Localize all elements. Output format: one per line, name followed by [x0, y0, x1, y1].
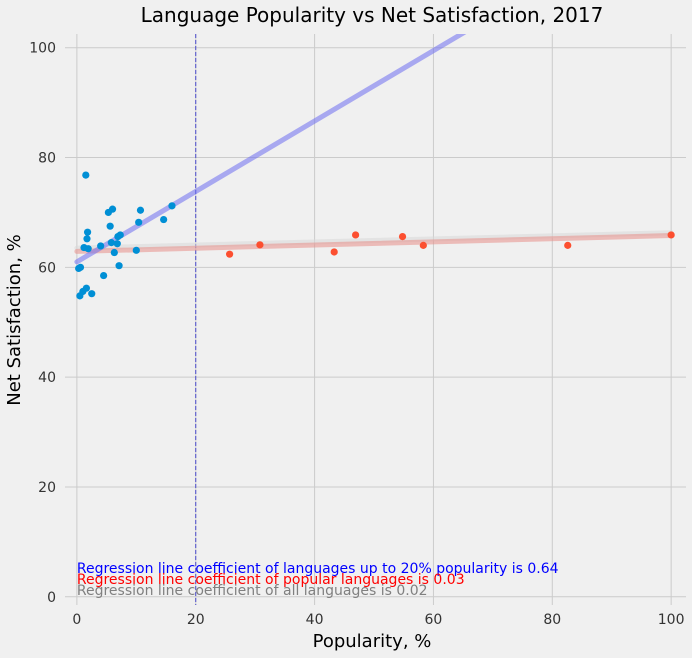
- y-tick-labels: 0 20 40 60 80 100: [29, 41, 56, 606]
- data-point: [108, 205, 117, 213]
- x-tick-label: 80: [543, 612, 561, 628]
- data-point: [106, 222, 114, 230]
- data-point: [168, 202, 176, 210]
- y-tick-label: 40: [38, 370, 56, 386]
- data-point: [419, 241, 427, 249]
- annotations: Regression line coefficient of languages…: [77, 561, 559, 599]
- regression-line: [74, 34, 467, 265]
- data-point: [115, 262, 123, 270]
- data-point: [97, 242, 105, 250]
- data-point: [667, 231, 675, 239]
- regression-line: [74, 232, 674, 254]
- data-point: [160, 215, 168, 224]
- data-point: [110, 248, 118, 257]
- grid: [65, 34, 686, 605]
- x-tick-label: 60: [425, 612, 443, 628]
- data-point: [83, 235, 91, 243]
- data-point: [351, 231, 360, 239]
- data-point: [398, 232, 407, 241]
- data-point: [113, 240, 121, 248]
- data-point: [84, 245, 92, 253]
- x-tick-label: 40: [306, 612, 324, 628]
- data-point: [82, 171, 90, 179]
- data-point: [136, 206, 145, 214]
- chart-title: Language Popularity vs Net Satisfaction,…: [141, 3, 604, 27]
- regression-lines: [74, 34, 674, 265]
- data-point: [82, 284, 90, 292]
- data-point: [256, 241, 264, 249]
- annotation-text: Regression line coefficient of popular l…: [77, 572, 465, 588]
- y-tick-label: 60: [38, 260, 56, 276]
- data-point: [132, 246, 140, 254]
- y-tick-label: 0: [47, 590, 56, 606]
- y-tick-label: 20: [38, 480, 56, 496]
- data-point: [83, 228, 92, 236]
- x-tick-label: 20: [187, 612, 205, 628]
- x-tick-label: 100: [658, 612, 685, 628]
- annotation-text: Regression line coefficient of languages…: [77, 561, 559, 577]
- data-point: [116, 231, 124, 239]
- y-axis-label: Net Satisfaction, %: [4, 234, 25, 406]
- data-point: [226, 250, 234, 258]
- data-point: [88, 290, 96, 298]
- data-point: [107, 239, 115, 247]
- x-axis-label: Popularity, %: [313, 631, 432, 652]
- y-tick-label: 80: [38, 151, 56, 167]
- x-tick-label: 0: [72, 612, 81, 628]
- data-points: [75, 171, 675, 300]
- data-point: [100, 271, 108, 280]
- data-point: [564, 241, 572, 249]
- x-tick-labels: 0 20 40 60 80 100: [72, 612, 684, 628]
- data-point: [76, 263, 85, 271]
- annotation-text: Regression line coefficient of all langu…: [77, 583, 428, 599]
- data-point: [135, 218, 143, 226]
- regression-line: [74, 230, 674, 251]
- data-point: [330, 248, 338, 256]
- y-tick-label: 100: [29, 41, 56, 57]
